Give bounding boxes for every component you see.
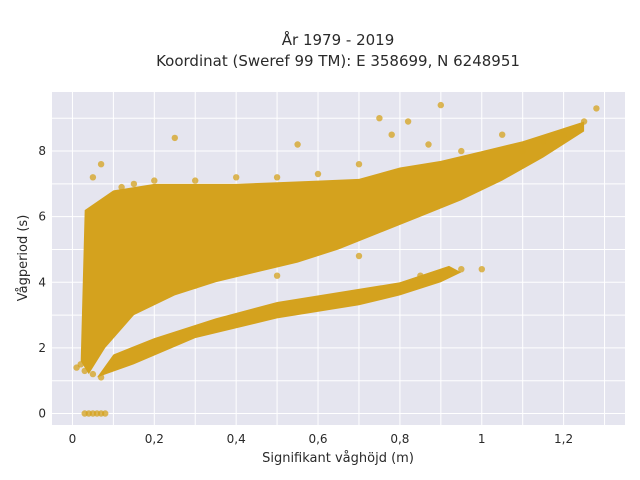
- x-tick-label: 0,8: [390, 432, 409, 446]
- data-point: [314, 170, 322, 178]
- data-point: [192, 177, 199, 184]
- chart-title-line-2: Koordinat (Sweref 99 TM): E 358699, N 62…: [156, 52, 520, 70]
- point-cloud: [80, 121, 585, 378]
- data-point: [130, 180, 138, 188]
- data-point: [97, 374, 105, 381]
- dense-cloud-lower-band: [97, 265, 462, 378]
- dense-cloud-main: [80, 121, 585, 375]
- x-axis-label: Signifikant våghöjd (m): [262, 451, 414, 466]
- data-point: [355, 161, 363, 168]
- x-tick-label: 1,2: [554, 432, 573, 446]
- y-tick-label: 6: [38, 210, 46, 224]
- data-point: [593, 105, 600, 112]
- data-point: [437, 269, 444, 276]
- data-point: [417, 272, 424, 279]
- x-tick-label: 0,6: [308, 432, 327, 446]
- data-point: [499, 131, 506, 138]
- x-tick-label: 1: [478, 432, 486, 446]
- data-point: [355, 252, 363, 260]
- data-point: [81, 367, 88, 375]
- chart-title-line-1: År 1979 - 2019: [282, 30, 395, 49]
- data-point: [273, 272, 281, 279]
- y-tick-label: 4: [38, 275, 46, 289]
- data-point: [425, 141, 432, 148]
- data-point: [118, 183, 125, 191]
- x-axis-ticks: 0 0,2 0,4 0,6 0,8 1 1,2: [69, 432, 574, 446]
- data-point: [560, 131, 567, 138]
- data-point: [192, 282, 199, 289]
- data-point: [580, 118, 588, 125]
- data-point: [97, 161, 105, 168]
- data-point: [102, 410, 109, 417]
- data-point: [89, 174, 97, 181]
- data-points: [73, 101, 600, 417]
- data-point: [437, 101, 444, 109]
- data-point: [294, 141, 301, 148]
- data-point: [151, 177, 158, 184]
- data-point: [273, 174, 281, 181]
- data-point: [89, 370, 97, 378]
- data-point: [478, 266, 485, 273]
- data-point: [171, 134, 178, 142]
- y-axis-label: Vågperiod (s): [16, 215, 31, 302]
- data-point: [388, 131, 395, 138]
- data-point: [233, 174, 240, 181]
- data-point: [519, 147, 526, 155]
- y-axis-ticks: 0 2 4 6 8: [38, 144, 46, 420]
- y-tick-label: 2: [38, 341, 46, 355]
- data-point: [376, 115, 383, 122]
- y-tick-label: 8: [38, 144, 46, 158]
- data-point: [77, 361, 84, 368]
- x-tick-label: 0: [69, 432, 77, 446]
- data-point: [458, 266, 465, 273]
- x-tick-label: 0,4: [227, 432, 246, 446]
- data-point: [110, 193, 117, 201]
- data-point: [539, 138, 547, 145]
- data-point: [458, 147, 465, 155]
- data-point: [404, 118, 412, 125]
- y-tick-label: 0: [38, 407, 46, 421]
- x-tick-label: 0,2: [145, 432, 164, 446]
